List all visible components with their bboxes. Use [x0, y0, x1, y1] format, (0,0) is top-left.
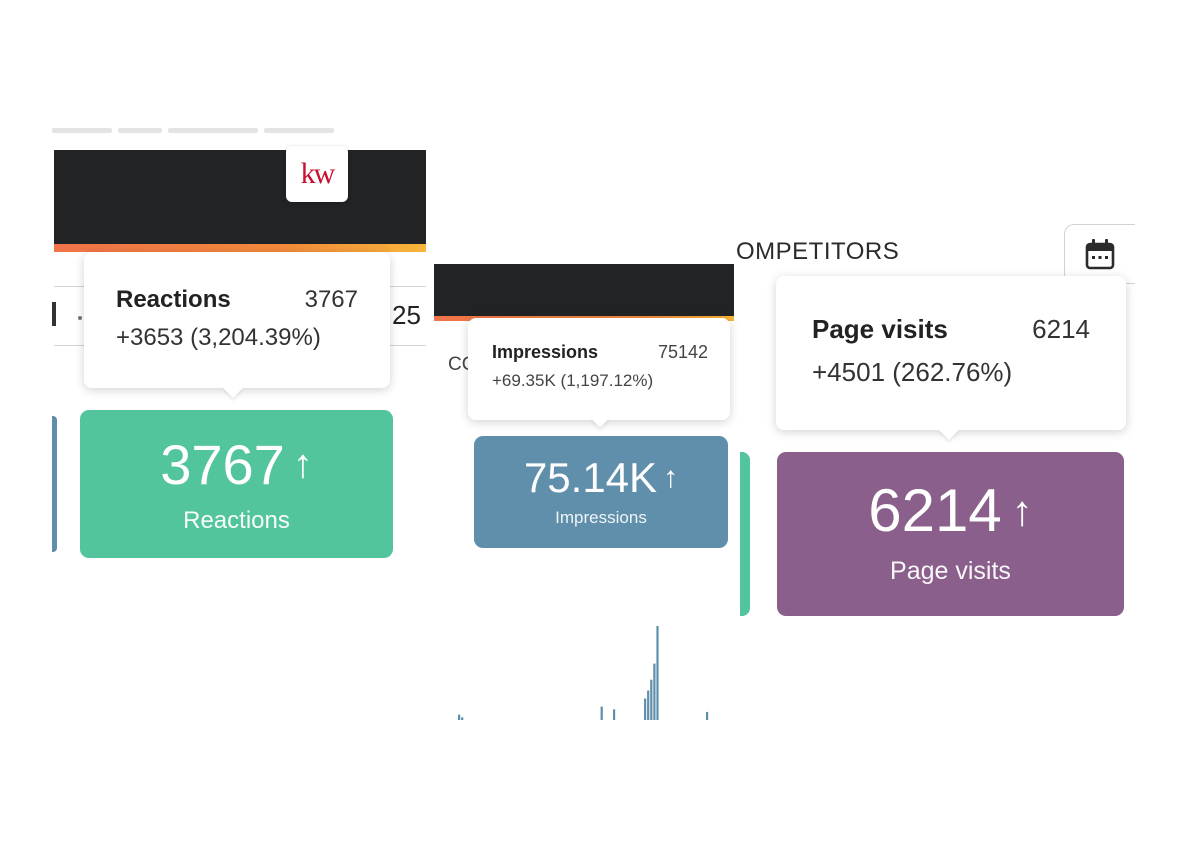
chart-bar	[647, 690, 650, 720]
arrow-up-icon: ↑	[1011, 486, 1033, 534]
chart-bar	[458, 714, 461, 720]
field-dot	[78, 316, 82, 320]
tooltip-value: 75142	[657, 342, 708, 362]
page-visits-metric-card[interactable]: 6214 ↑ Page visits	[777, 452, 1124, 616]
date-picker-button[interactable]	[1064, 224, 1135, 284]
impressions-metric-card[interactable]: 75.14K ↑ Impressions	[474, 436, 728, 548]
reactions-tooltip: Reactions 3767 +3653 (3,204.39%)	[84, 252, 390, 388]
metric-label: Impressions	[555, 508, 647, 527]
tooltip-label: Reactions	[116, 286, 231, 313]
chart-bar	[650, 679, 653, 720]
app-header-bar	[54, 150, 426, 244]
tooltip-change: +3653 (3,204.39%)	[116, 324, 321, 351]
kw-logo[interactable]: kw	[286, 146, 348, 202]
metric-label: Reactions	[183, 507, 290, 534]
calendar-icon	[1085, 239, 1115, 270]
chart-bar	[613, 709, 616, 720]
adjacent-card-edge	[52, 416, 57, 552]
field-edge-mark	[52, 302, 56, 326]
metric-label: Page visits	[890, 557, 1011, 585]
tooltip-change: +4501 (262.76%)	[812, 357, 1013, 387]
chart-bar	[653, 663, 656, 720]
tooltip-change: +69.35K (1,197.12%)	[492, 371, 654, 390]
impressions-tooltip: Impressions 75142 +69.35K (1,197.12%)	[468, 318, 730, 420]
chart-bar	[706, 711, 709, 720]
tooltip-label: Page visits	[812, 314, 948, 344]
arrow-up-icon: ↑	[292, 442, 313, 486]
partial-number: 25	[392, 300, 421, 330]
app-header-bar	[434, 264, 734, 316]
reactions-metric-card[interactable]: 3767 ↑ Reactions	[80, 410, 393, 558]
section-title: OMPETITORS	[736, 238, 900, 265]
arrow-up-icon: ↑	[663, 461, 679, 494]
chart-bar	[600, 706, 603, 720]
chart-bar	[656, 626, 659, 720]
chart-bar	[644, 698, 647, 720]
tooltip-value: 3767	[304, 286, 358, 313]
blurred-header-text	[52, 122, 372, 136]
chart-bar	[461, 717, 464, 720]
header-accent-stripe	[54, 244, 426, 252]
page-visits-tooltip: Page visits 6214 +4501 (262.76%)	[776, 276, 1126, 430]
tooltip-label: Impressions	[492, 342, 599, 362]
tooltip-value: 6214	[1032, 314, 1090, 344]
metric-value: 3767	[160, 433, 285, 496]
metric-value: 6214	[868, 477, 1002, 544]
metric-value: 75.14K	[523, 454, 658, 501]
adjacent-card-edge	[740, 452, 750, 616]
impressions-bar-chart	[458, 626, 709, 720]
